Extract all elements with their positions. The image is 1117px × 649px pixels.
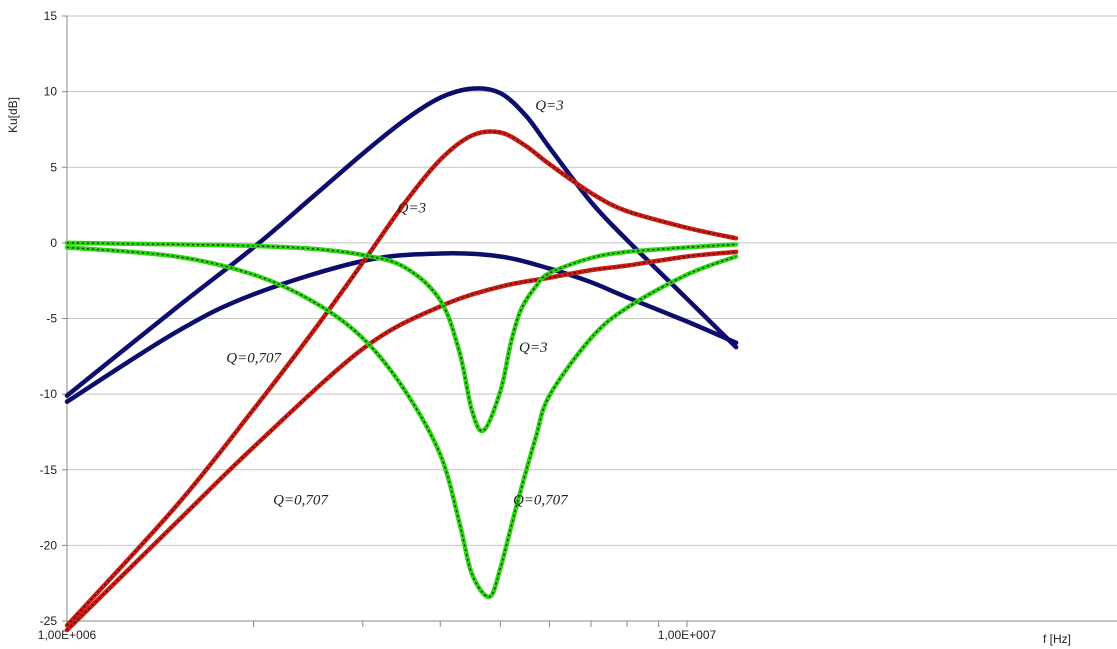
series-line bbox=[64, 86, 739, 398]
y-tick-label: 0 bbox=[50, 236, 57, 250]
series-line bbox=[64, 129, 739, 628]
x-axis-label: f [Hz] bbox=[1043, 632, 1071, 646]
curve-annotation: Q=3 bbox=[535, 98, 563, 114]
curve-annotation: Q=3 bbox=[398, 201, 426, 217]
y-tick-label: -10 bbox=[40, 387, 58, 401]
series-line bbox=[64, 245, 739, 600]
series-line-overlay bbox=[66, 242, 737, 432]
y-tick-label: 15 bbox=[44, 9, 58, 23]
y-tick-label: 10 bbox=[44, 85, 58, 99]
curve-annotation: Q=3 bbox=[519, 340, 547, 356]
y-tick-label: -15 bbox=[40, 463, 58, 477]
series-group bbox=[64, 86, 739, 633]
y-tick-label: 5 bbox=[50, 160, 57, 174]
curve-annotation: Q=0,707 bbox=[226, 350, 282, 366]
y-tick-label: -20 bbox=[40, 538, 58, 552]
y-tick-label: -5 bbox=[46, 312, 57, 326]
annotations: Q=3 Q=3 Q=0,707 Q=3 Q=0,707 Q=0,707 bbox=[226, 98, 569, 509]
x-tick-label: 1,00E+006 bbox=[38, 628, 97, 642]
y-tick-labels: 15 10 5 0 -5 -10 -15 -20 -25 bbox=[40, 9, 67, 628]
x-tick-label: 1,00E+007 bbox=[658, 628, 717, 642]
series-line-overlay bbox=[66, 251, 737, 631]
x-tick-labels: 1,00E+006 1,00E+007 bbox=[38, 621, 717, 642]
y-tick-label: -25 bbox=[40, 614, 58, 628]
series-line bbox=[64, 249, 739, 633]
curve-annotation: Q=0,707 bbox=[513, 493, 569, 509]
y-axis-label: Ku[dB] bbox=[6, 97, 20, 133]
curve-annotation: Q=0,707 bbox=[273, 493, 329, 509]
grid bbox=[67, 15, 1117, 546]
series-line bbox=[64, 251, 739, 404]
